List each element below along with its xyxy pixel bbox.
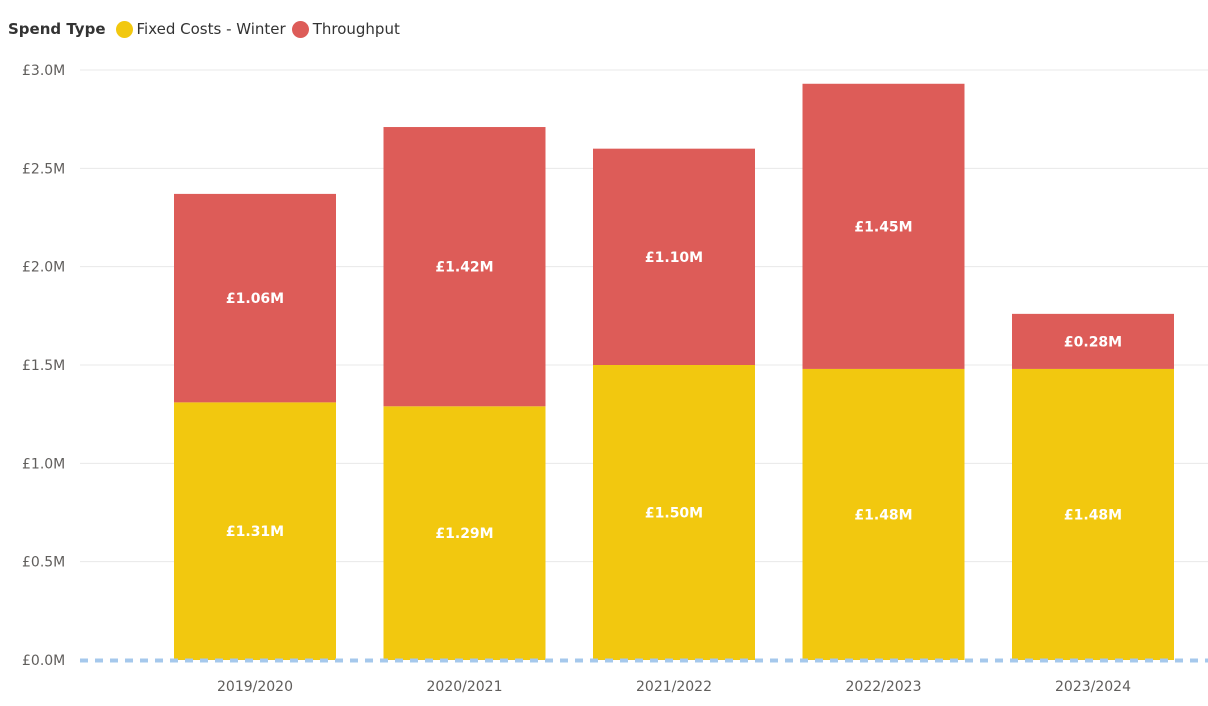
legend-item-fixed-costs-winter[interactable]: Fixed Costs - Winter <box>115 20 286 38</box>
bar-fixed-costs-winter-2023-2024[interactable] <box>1012 368 1174 660</box>
legend-item-throughput[interactable]: Throughput <box>291 20 400 38</box>
legend-swatch-fixed-costs-winter <box>115 20 133 38</box>
legend: Spend Type Fixed Costs - Winter Throughp… <box>8 18 406 40</box>
data-label: £1.48M <box>854 507 912 523</box>
bar-throughput-2019-2020[interactable] <box>174 193 336 403</box>
legend-label-fixed-costs-winter: Fixed Costs - Winter <box>136 20 286 38</box>
data-label: £1.29M <box>435 526 493 542</box>
y-tick-label: £2.0M <box>22 260 65 276</box>
y-tick-label: £1.0M <box>22 456 65 472</box>
y-tick-label: £2.5M <box>22 161 65 177</box>
bar-throughput-2020-2021[interactable] <box>383 127 546 407</box>
data-label: £1.45M <box>854 219 912 235</box>
bar-fixed-costs-winter-2021-2022[interactable] <box>593 365 755 660</box>
bar-fixed-costs-winter-2019-2020[interactable] <box>174 402 336 660</box>
x-tick-label: 2021/2022 <box>636 679 712 695</box>
data-label: £1.10M <box>645 250 703 266</box>
bar-throughput-2023-2024[interactable] <box>1012 313 1174 369</box>
data-label: £0.28M <box>1064 334 1122 350</box>
bar-fixed-costs-winter-2020-2021[interactable] <box>383 406 546 660</box>
data-label: £1.31M <box>226 524 284 540</box>
legend-swatch-throughput <box>291 20 309 38</box>
data-label: £1.06M <box>226 291 284 307</box>
legend-label-throughput: Throughput <box>312 20 400 38</box>
x-tick-label: 2020/2021 <box>427 679 503 695</box>
bar-throughput-2021-2022[interactable] <box>593 148 755 365</box>
y-tick-label: £0.5M <box>22 555 65 571</box>
data-label: £1.42M <box>435 260 493 276</box>
y-tick-label: £3.0M <box>22 63 65 79</box>
x-tick-label: 2023/2024 <box>1055 679 1131 695</box>
data-label: £1.48M <box>1064 507 1122 523</box>
bar-throughput-2022-2023[interactable] <box>802 83 965 369</box>
x-tick-label: 2019/2020 <box>217 679 293 695</box>
y-tick-label: £1.5M <box>22 358 65 374</box>
y-tick-label: £0.0M <box>22 653 65 669</box>
x-tick-label: 2022/2023 <box>846 679 922 695</box>
legend-title: Spend Type <box>8 20 106 38</box>
data-label: £1.50M <box>645 506 703 522</box>
bar-fixed-costs-winter-2022-2023[interactable] <box>802 368 965 660</box>
